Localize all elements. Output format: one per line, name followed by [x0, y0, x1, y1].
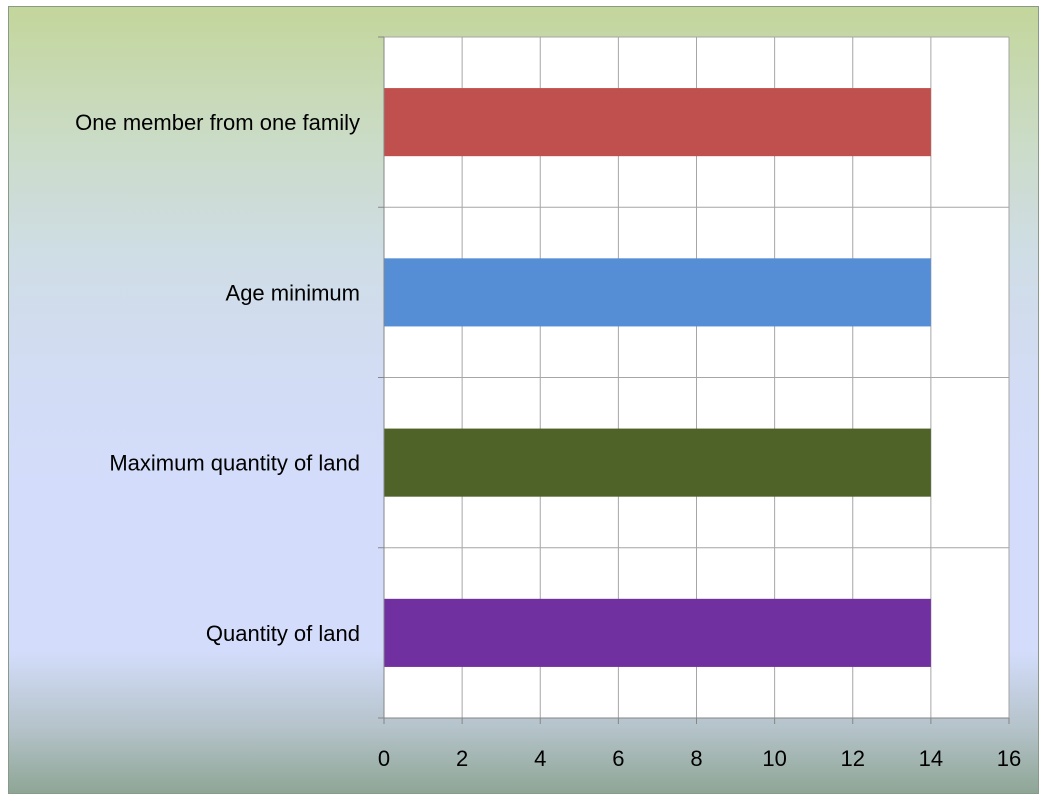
tick-labels: 0 2 4 6 8 10 12 14 16 — [378, 746, 1021, 771]
category-label: Age minimum — [226, 280, 360, 305]
bars — [384, 88, 931, 667]
category-label: Maximum quantity of land — [109, 451, 360, 476]
category-label: Quantity of land — [206, 621, 360, 646]
x-tick-label: 6 — [612, 746, 624, 771]
x-tick-label: 2 — [456, 746, 468, 771]
x-tick-label: 8 — [690, 746, 702, 771]
bar — [384, 428, 931, 497]
x-tick-label: 12 — [841, 746, 865, 771]
x-tick-label: 4 — [534, 746, 546, 771]
x-tick-label: 14 — [919, 746, 943, 771]
bar — [384, 258, 931, 327]
bar — [384, 88, 931, 157]
category-labels: One member from one family Age minimum Max… — [75, 110, 360, 646]
axes — [378, 36, 1010, 724]
category-label: One member from one family — [75, 110, 360, 135]
bar — [384, 598, 931, 667]
x-tick-label: 10 — [762, 746, 786, 771]
x-tick-label: 0 — [378, 746, 390, 771]
x-tick-label: 16 — [997, 746, 1021, 771]
